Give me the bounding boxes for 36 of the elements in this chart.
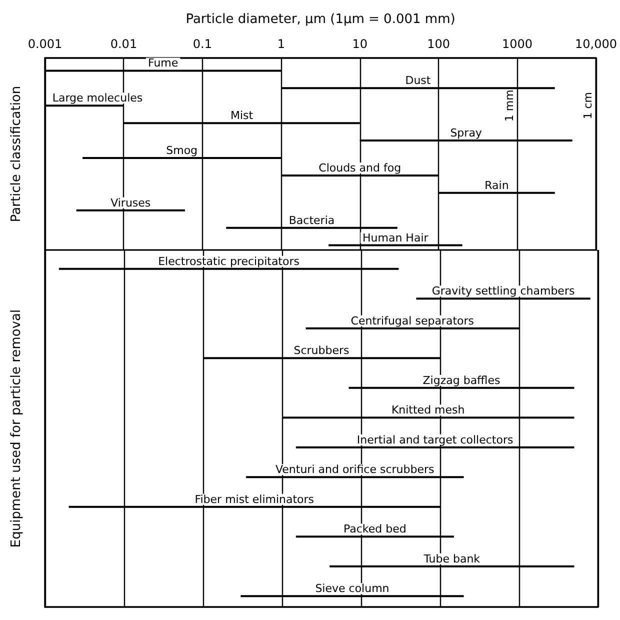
- x-tick-label: 0.001: [28, 37, 62, 51]
- annotation: 1 cm: [582, 92, 595, 120]
- category-label: Knitted mesh: [391, 404, 465, 417]
- category-label: Electrostatic precipitators: [158, 254, 300, 268]
- category-label: Inertial and target collectors: [356, 433, 514, 446]
- category-label: Dust: [405, 74, 431, 88]
- category-label: Mist: [230, 109, 254, 122]
- y-axis-title: Equipment used for particle removal: [9, 309, 24, 548]
- y-axis-title: Particle classification: [9, 86, 24, 222]
- x-tick-label: 10,000: [575, 37, 618, 51]
- category-label: Large molecules: [52, 92, 143, 105]
- x-axis-title: Particle diameter, μm (1μm = 0.001 mm): [186, 12, 456, 27]
- category-label: Fume: [148, 56, 178, 70]
- category-label: Tube bank: [424, 552, 480, 566]
- x-tick-label: 1000: [502, 37, 533, 51]
- category-label: Venturi and orifice scrubbers: [275, 463, 434, 476]
- category-label: Rain: [484, 178, 509, 192]
- x-tick-label: 0.01: [110, 37, 138, 51]
- category-label: Packed bed: [343, 522, 406, 536]
- category-label: Sieve column: [315, 582, 390, 596]
- category-label: Zigzag baffles: [422, 374, 500, 387]
- category-label: Clouds and fog: [318, 161, 402, 174]
- category-label: Smog: [166, 144, 198, 157]
- x-tick-label: 100: [427, 37, 450, 51]
- x-tick-label: 1: [277, 37, 285, 51]
- category-label: Fiber mist eliminators: [194, 492, 314, 506]
- category-label: Human Hair: [362, 231, 428, 244]
- category-label: Viruses: [110, 196, 151, 210]
- category-label: Spray: [450, 126, 482, 140]
- category-label: Bacteria: [288, 214, 335, 227]
- category-label: Gravity settling chambers: [432, 284, 575, 298]
- x-tick-label: 10: [352, 37, 368, 51]
- x-tick-label: 0.1: [192, 37, 212, 51]
- category-label: Scrubbers: [294, 344, 350, 358]
- annotation: 1 mm: [502, 90, 516, 122]
- category-label: Centrifugal separators: [350, 314, 474, 328]
